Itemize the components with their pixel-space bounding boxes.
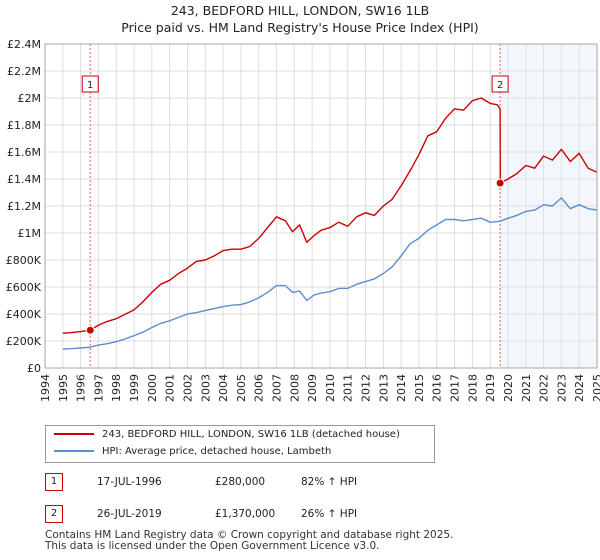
- legend-item-hpi: HPI: Average price, detached house, Lamb…: [54, 444, 331, 460]
- x-tick-label: 2012: [360, 374, 373, 402]
- y-tick-label: £200K: [6, 335, 42, 348]
- x-tick-label: 2004: [217, 374, 230, 402]
- y-tick-label: £1.2M: [7, 200, 41, 213]
- x-tick-label: 1998: [110, 374, 123, 402]
- x-tick-label: 2023: [555, 374, 568, 402]
- x-tick-label: 2001: [164, 374, 177, 402]
- legend-blue-label: HPI: Average price, detached house, Lamb…: [102, 446, 332, 457]
- sale-point: [495, 178, 505, 188]
- chart-legend: 243, BEDFORD HILL, LONDON, SW16 1LB (det…: [45, 425, 435, 463]
- sale-date: 26-JUL-2019: [97, 508, 162, 520]
- x-tick-label: 2019: [484, 374, 497, 402]
- x-tick-label: 2022: [538, 374, 551, 402]
- x-tick-label: 2006: [253, 374, 266, 402]
- x-tick-label: 2010: [324, 374, 337, 402]
- x-tick-label: 2000: [146, 374, 159, 402]
- legend-red-label: 243, BEDFORD HILL, LONDON, SW16 1LB (det…: [102, 429, 400, 440]
- x-tick-label: 2007: [270, 374, 283, 402]
- x-axis: 1994 1995 1996 1997 1998 1999 2000 2001 2002 2003…: [39, 374, 600, 402]
- y-tick-label: £1.8M: [7, 119, 41, 132]
- y-tick-label: £800K: [6, 254, 42, 267]
- footer-line-2: This data is licensed under the Open Gov…: [45, 540, 380, 552]
- sale-label-text: 2: [497, 80, 503, 91]
- sale-row-2: 2 26-JUL-2019 £1,370,000 26% ↑ HPI: [45, 505, 565, 523]
- sale-point: [85, 325, 95, 335]
- x-tick-label: 2009: [306, 374, 319, 402]
- x-tick-label: 2002: [181, 374, 194, 402]
- y-tick-label: £400K: [6, 308, 42, 321]
- y-tick-label: £1M: [18, 227, 42, 240]
- x-tick-label: 1997: [92, 374, 105, 402]
- sale-label-text: 1: [87, 80, 93, 91]
- plot-frame: [44, 43, 598, 369]
- x-tick-label: 2005: [235, 374, 248, 402]
- y-tick-label: £1.6M: [7, 146, 41, 159]
- x-tick-label: 1994: [39, 374, 52, 402]
- x-tick-label: 1995: [57, 374, 70, 402]
- sale-number-badge: 1: [45, 473, 63, 491]
- sale-markers: [85, 178, 505, 335]
- sale-row-1: 1 17-JUL-1996 £280,000 82% ↑ HPI: [45, 473, 565, 491]
- x-tick-label: 2017: [449, 374, 462, 402]
- title-line-1: 243, BEDFORD HILL, LONDON, SW16 1LB: [170, 3, 430, 18]
- x-tick-label: 2011: [342, 374, 355, 402]
- y-tick-label: £2.2M: [7, 65, 41, 78]
- x-tick-label: 2018: [466, 374, 479, 402]
- x-tick-label: 2014: [395, 374, 408, 402]
- legend-red-line: [54, 433, 94, 435]
- x-tick-label: 2020: [502, 374, 515, 402]
- footer: Contains HM Land Registry data © Crown c…: [45, 530, 453, 552]
- sale-number-badge: 2: [45, 505, 63, 523]
- x-tick-label: 1996: [75, 374, 88, 402]
- footer-line-1: Contains HM Land Registry data © Crown c…: [45, 529, 454, 541]
- legend-item-property: 243, BEDFORD HILL, LONDON, SW16 1LB (det…: [54, 427, 400, 443]
- sale-label-box: [81, 75, 99, 93]
- y-tick-label: £600K: [6, 281, 42, 294]
- sale-label-box: [491, 75, 509, 93]
- y-axis: £0 £200K £400K £600K £800K £1M £1.2M £1.4M £1.6M…: [6, 38, 598, 375]
- x-tick-label: 2024: [573, 374, 586, 402]
- title-line-2: Price paid vs. HM Land Registry's House …: [121, 20, 479, 35]
- hpi-line: [62, 197, 598, 350]
- x-tick-label: 2013: [377, 374, 390, 402]
- legend-blue-line: [54, 450, 94, 452]
- sale-date: 17-JUL-1996: [97, 476, 162, 488]
- y-tick-label: £0: [27, 362, 41, 375]
- x-tick-label: 2016: [431, 374, 444, 402]
- x-tick-label: 2021: [520, 374, 533, 402]
- sale-hpi-change: 26% ↑ HPI: [301, 508, 358, 520]
- chart-title: 243, BEDFORD HILL, LONDON, SW16 1LB Pric…: [0, 2, 600, 36]
- sale-hpi-change: 82% ↑ HPI: [301, 476, 358, 488]
- y-tick-label: £1.4M: [7, 173, 41, 186]
- x-tick-label: 2003: [199, 374, 212, 402]
- x-tick-label: 2008: [288, 374, 301, 402]
- sale-price: £280,000: [215, 476, 266, 488]
- chart-grid: [44, 43, 598, 369]
- sale-price: £1,370,000: [215, 508, 276, 520]
- x-tick-label: 2015: [413, 374, 426, 402]
- y-tick-label: £2M: [18, 92, 42, 105]
- x-tick-label: 1999: [128, 374, 141, 402]
- y-tick-label: £2.4M: [7, 38, 41, 51]
- x-tick-label: 2025: [591, 374, 600, 402]
